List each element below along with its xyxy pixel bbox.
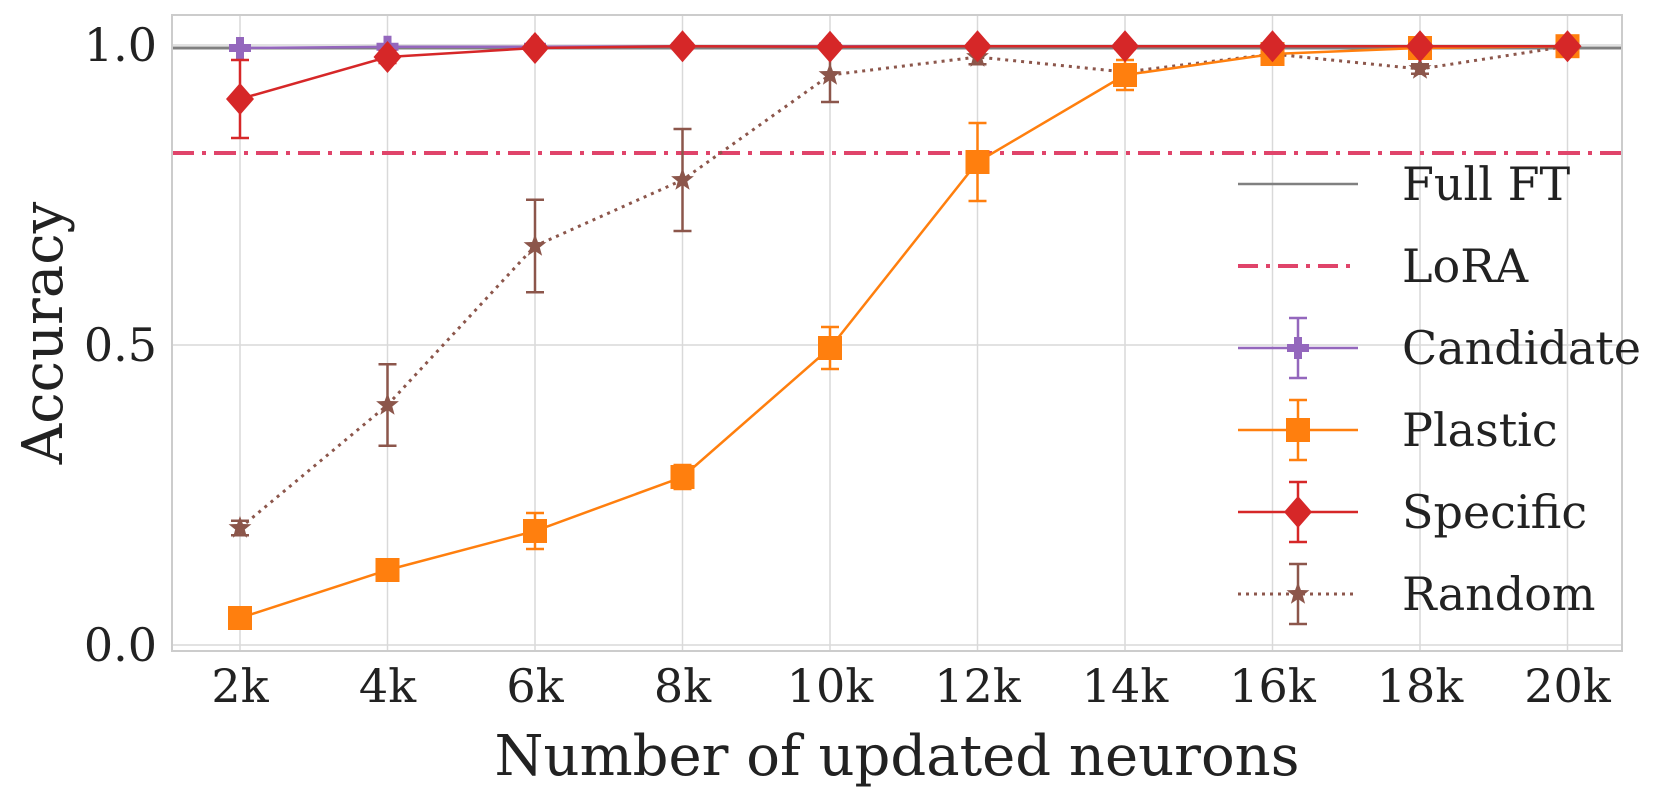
legend-label-plastic: Plastic: [1402, 403, 1558, 457]
marker-random: [1408, 57, 1432, 79]
legend-entry-random: Random: [1238, 562, 1596, 626]
legend-entry-candidate: Candidate: [1238, 316, 1641, 380]
legend: Full FT LoRA Candidate Plastic Specific Rando…: [1238, 157, 1641, 626]
series-layer: [226, 30, 1582, 630]
grid: [172, 15, 1622, 651]
legend-label-full-ft: Full FT: [1402, 157, 1571, 211]
marker-random: [228, 516, 252, 538]
marker-specific: [1258, 30, 1287, 63]
marker-candidate: [229, 37, 251, 59]
legend-label-lora: LoRA: [1402, 239, 1529, 293]
marker-random: [523, 234, 547, 256]
legend-entry-plastic: Plastic: [1238, 398, 1558, 462]
x-tick-label: 18k: [1377, 659, 1465, 713]
series-line-specific: [239, 44, 1568, 101]
marker-specific: [521, 32, 549, 64]
y-tick-label: 0.0: [84, 618, 157, 672]
x-tick-label: 20k: [1524, 659, 1612, 713]
marker-plastic: [375, 558, 400, 582]
y-tick-label: 1.0: [84, 18, 157, 72]
legend-label-random: Random: [1402, 567, 1596, 621]
marker-specific: [963, 30, 992, 63]
marker-random: [671, 168, 694, 190]
legend-label-specific: Specific: [1402, 485, 1587, 539]
y-tick-label: 0.5: [84, 318, 157, 372]
marker-specific: [816, 30, 844, 63]
series-specific: [226, 30, 1582, 140]
x-tick-label: 4k: [359, 659, 417, 713]
marker-specific: [226, 83, 254, 115]
marker-specific: [1553, 30, 1582, 63]
marker-specific: [1406, 30, 1434, 63]
x-tick-label: 8k: [654, 659, 712, 713]
x-tick-label: 14k: [1082, 659, 1170, 713]
legend-marker-plastic: [1286, 418, 1310, 442]
x-tick-label: 12k: [934, 659, 1022, 713]
marker-plastic: [228, 606, 252, 630]
marker-random: [376, 393, 399, 415]
plot-background: [172, 15, 1622, 651]
x-axis-label: Number of updated neurons: [495, 724, 1300, 789]
marker-specific: [1111, 30, 1139, 63]
series-line-random: [239, 44, 1568, 530]
marker-specific: [373, 41, 402, 73]
x-tick-labels: 2k 4k 6k 8k 10k 12k 14k 16k 18k 20k: [211, 659, 1611, 713]
x-tick-label: 2k: [211, 659, 269, 713]
legend-entry-full-ft: Full FT: [1238, 157, 1571, 211]
legend-entry-specific: Specific: [1238, 480, 1587, 544]
marker-plastic: [670, 465, 695, 489]
marker-plastic: [965, 150, 990, 174]
y-tick-labels: 0.0 0.5 1.0: [84, 18, 157, 672]
legend-marker-random: [1286, 582, 1310, 604]
series-line-plastic: [239, 44, 1568, 620]
legend-label-candidate: Candidate: [1402, 321, 1641, 375]
marker-plastic: [818, 336, 842, 360]
x-tick-label: 10k: [787, 659, 875, 713]
legend-entry-lora: LoRA: [1238, 239, 1529, 293]
marker-plastic: [1113, 63, 1137, 87]
legend-marker-specific: [1284, 496, 1312, 528]
marker-random: [818, 63, 842, 85]
marker-specific: [668, 30, 697, 63]
y-axis-label: Accuracy: [11, 201, 76, 465]
plot-frame: [171, 14, 1623, 652]
x-tick-label: 16k: [1229, 659, 1317, 713]
marker-plastic: [523, 519, 547, 543]
x-tick-label: 6k: [506, 659, 564, 713]
legend-marker-candidate: [1287, 337, 1309, 359]
